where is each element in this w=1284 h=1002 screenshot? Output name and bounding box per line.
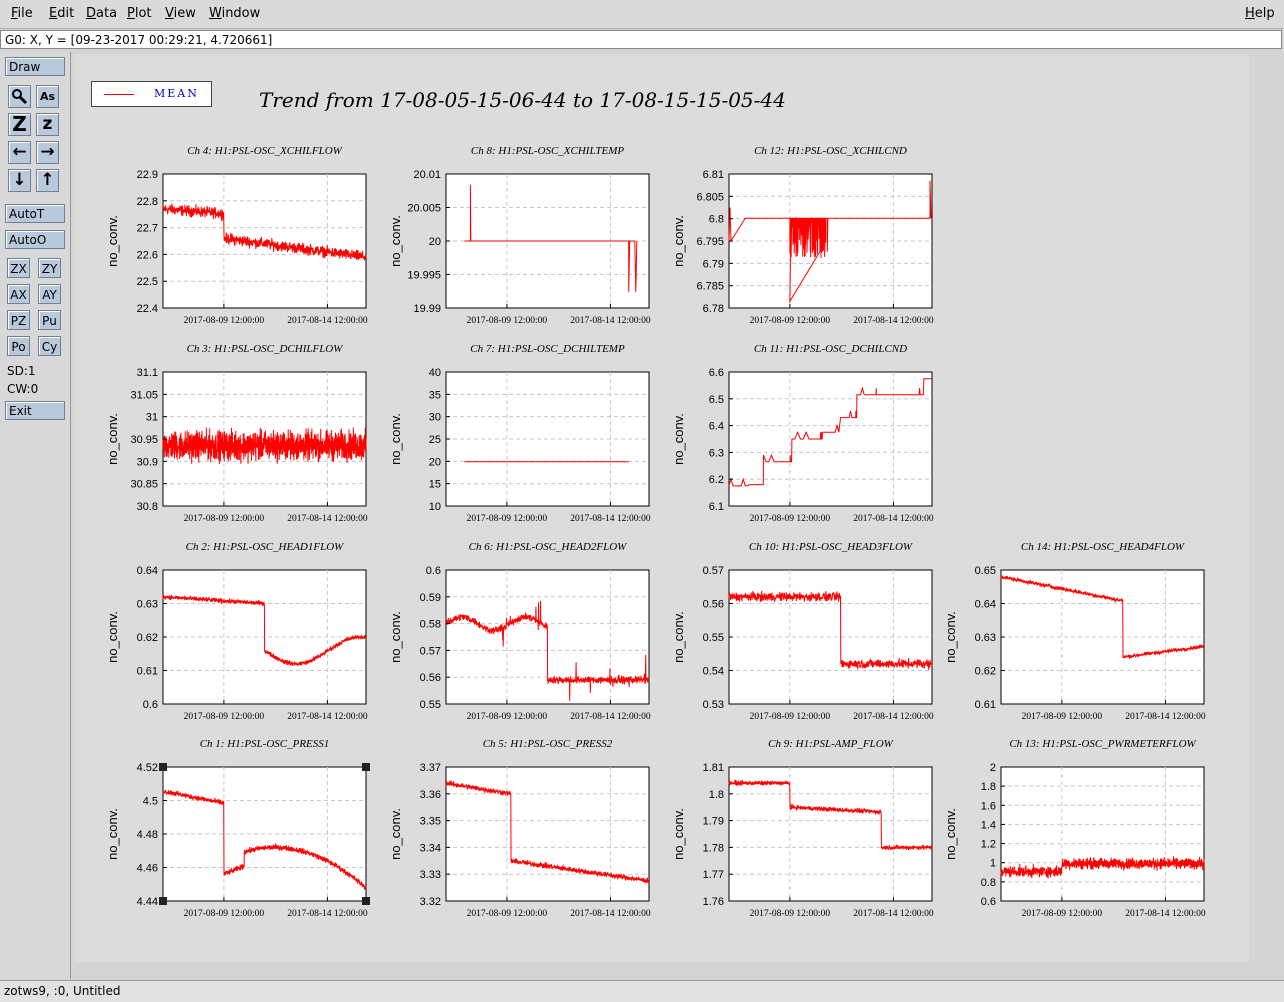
plot-area (74, 54, 1249, 962)
pu-button[interactable]: Pu (38, 310, 61, 330)
ax-button[interactable]: AX (7, 284, 30, 304)
cy-button[interactable]: Cy (38, 336, 61, 356)
arrow-left-icon: ← (12, 142, 27, 162)
zoom-small-label: z (42, 114, 53, 134)
magnifier-icon (12, 89, 28, 105)
tool-sidebar: Draw As Z z ← → ↓ ↑ AutoT AutoO ZX ZY AX… (0, 52, 71, 979)
zy-button[interactable]: ZY (38, 258, 61, 278)
legend-label: MEAN (154, 87, 199, 100)
arrow-up-icon: ↑ (40, 170, 55, 190)
pan-left-button[interactable]: ← (8, 141, 31, 164)
zoom-large-label: Z (12, 112, 27, 136)
zoom-small-button[interactable]: z (36, 113, 59, 136)
menu-help[interactable]: Help (1245, 6, 1275, 21)
menu-bar: File Edit Data Plot View Window Help (0, 0, 1284, 29)
zx-button[interactable]: ZX (7, 258, 30, 278)
menu-plot[interactable]: Plot (127, 6, 152, 21)
pz-button[interactable]: PZ (7, 310, 30, 330)
pan-down-button[interactable]: ↓ (8, 169, 31, 192)
arrow-down-icon: ↓ (12, 170, 27, 190)
exit-button[interactable]: Exit (5, 401, 65, 420)
draw-button[interactable]: Draw (5, 57, 65, 76)
menu-view[interactable]: View (165, 6, 196, 21)
text-tool-button[interactable]: As (36, 85, 59, 108)
pan-up-button[interactable]: ↑ (36, 169, 59, 192)
po-button[interactable]: Po (7, 336, 30, 356)
zoom-large-button[interactable]: Z (8, 113, 31, 136)
menu-file[interactable]: File (11, 6, 33, 21)
autoo-button[interactable]: AutoO (5, 230, 65, 249)
menu-data[interactable]: Data (86, 6, 118, 21)
autot-button[interactable]: AutoT (5, 204, 65, 223)
arrow-right-icon: → (40, 142, 55, 162)
menu-edit[interactable]: Edit (49, 6, 75, 21)
coordinate-readout: G0: X, Y = [09-23-2017 00:29:21, 4.72066… (0, 30, 1282, 49)
magnify-tool-button[interactable] (8, 85, 31, 108)
cw-readout: CW:0 (7, 382, 39, 396)
legend-swatch (104, 94, 134, 95)
as-label: As (39, 90, 56, 103)
sd-readout: SD:1 (7, 364, 36, 378)
status-bar: zotws9, :0, Untitled (0, 980, 1284, 1002)
menu-window[interactable]: Window (209, 6, 261, 21)
trend-title: Trend from 17-08-05-15-06-44 to 17-08-15… (259, 88, 786, 112)
legend: MEAN (91, 81, 212, 107)
pan-right-button[interactable]: → (36, 141, 59, 164)
ay-button[interactable]: AY (38, 284, 61, 304)
